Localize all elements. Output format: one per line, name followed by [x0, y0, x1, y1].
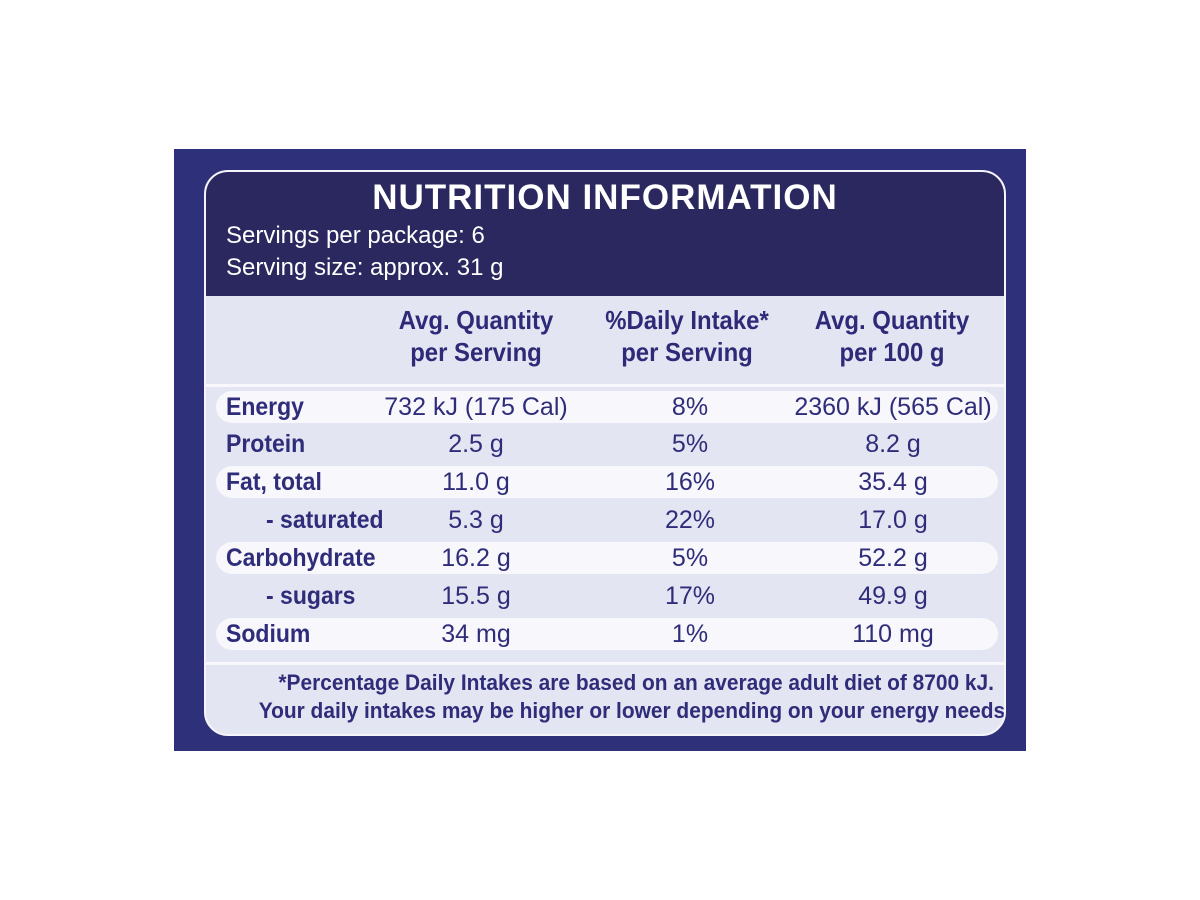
footnote-divider [206, 662, 1004, 665]
nutrition-panel: NUTRITION INFORMATION Servings per packa… [204, 170, 1006, 736]
per-serving-value: 15.5 g [441, 582, 511, 610]
table-row: Fat, total 11.0 g 16% 35.4 g [216, 466, 998, 498]
per-serving-value: 34 mg [441, 620, 511, 648]
nutrient-name: Carbohydrate [226, 544, 376, 572]
table-row: Protein 2.5 g 5% 8.2 g [216, 428, 998, 460]
daily-intake-value: 1% [671, 620, 709, 648]
column-header-line: Avg. Quantity [398, 305, 554, 335]
column-header-line: per Serving [410, 337, 542, 367]
daily-intake-value: 16% [664, 468, 716, 496]
table-row: Carbohydrate 16.2 g 5% 52.2 g [216, 542, 998, 574]
panel-header: NUTRITION INFORMATION Servings per packa… [206, 172, 1004, 296]
nutrient-name: - saturated [266, 506, 384, 534]
column-header-line: %Daily Intake* [605, 305, 769, 335]
daily-intake-value: 5% [671, 430, 709, 458]
nutrient-name: - sugars [266, 582, 356, 610]
panel-title: NUTRITION INFORMATION [372, 178, 838, 217]
daily-intake-value: 5% [671, 544, 709, 572]
per-100g-value: 35.4 g [858, 468, 928, 496]
footnote-line: Your daily intakes may be higher or lowe… [258, 698, 1006, 723]
footnote-line: *Percentage Daily Intakes are based on a… [278, 670, 994, 695]
servings-per-package: Servings per package: 6 [226, 222, 485, 249]
daily-intake-value: 8% [671, 393, 709, 421]
column-header-daily-intake: %Daily Intake* per Serving [589, 304, 786, 368]
table-row: - saturated 5.3 g 22% 17.0 g [216, 504, 998, 536]
per-serving-value: 732 kJ (175 Cal) [384, 393, 568, 421]
table-row: Energy 732 kJ (175 Cal) 8% 2360 kJ (565 … [216, 391, 998, 423]
daily-intake-value: 17% [664, 582, 716, 610]
per-serving-value: 11.0 g [442, 468, 510, 496]
nutrient-name: Energy [226, 393, 304, 421]
nutrient-name: Protein [226, 430, 306, 458]
per-100g-value: 49.9 g [858, 582, 928, 610]
nutrient-name: Fat, total [226, 468, 322, 496]
per-serving-value: 5.3 g [448, 506, 504, 534]
column-header-line: per 100 g [839, 337, 945, 367]
per-100g-value: 2360 kJ (565 Cal) [794, 393, 992, 421]
per-serving-value: 16.2 g [441, 544, 511, 572]
table-row: Sodium 34 mg 1% 110 mg [216, 618, 998, 650]
column-header-line: per Serving [621, 337, 753, 367]
column-header-avg-per-100g: Avg. Quantity per 100 g [802, 304, 982, 368]
serving-size: Serving size: approx. 31 g [226, 254, 504, 281]
nutrient-name: Sodium [226, 620, 311, 648]
daily-intake-value: 22% [664, 506, 716, 534]
header-divider [206, 384, 1004, 387]
per-serving-value: 2.5 g [448, 430, 504, 458]
column-header-avg-per-serving: Avg. Quantity per Serving [384, 304, 568, 368]
per-100g-value: 52.2 g [858, 544, 928, 572]
column-header-line: Avg. Quantity [814, 305, 970, 335]
table-row: - sugars 15.5 g 17% 49.9 g [216, 580, 998, 612]
per-100g-value: 17.0 g [858, 506, 928, 534]
per-100g-value: 8.2 g [865, 430, 921, 458]
per-100g-value: 110 mg [852, 620, 934, 648]
